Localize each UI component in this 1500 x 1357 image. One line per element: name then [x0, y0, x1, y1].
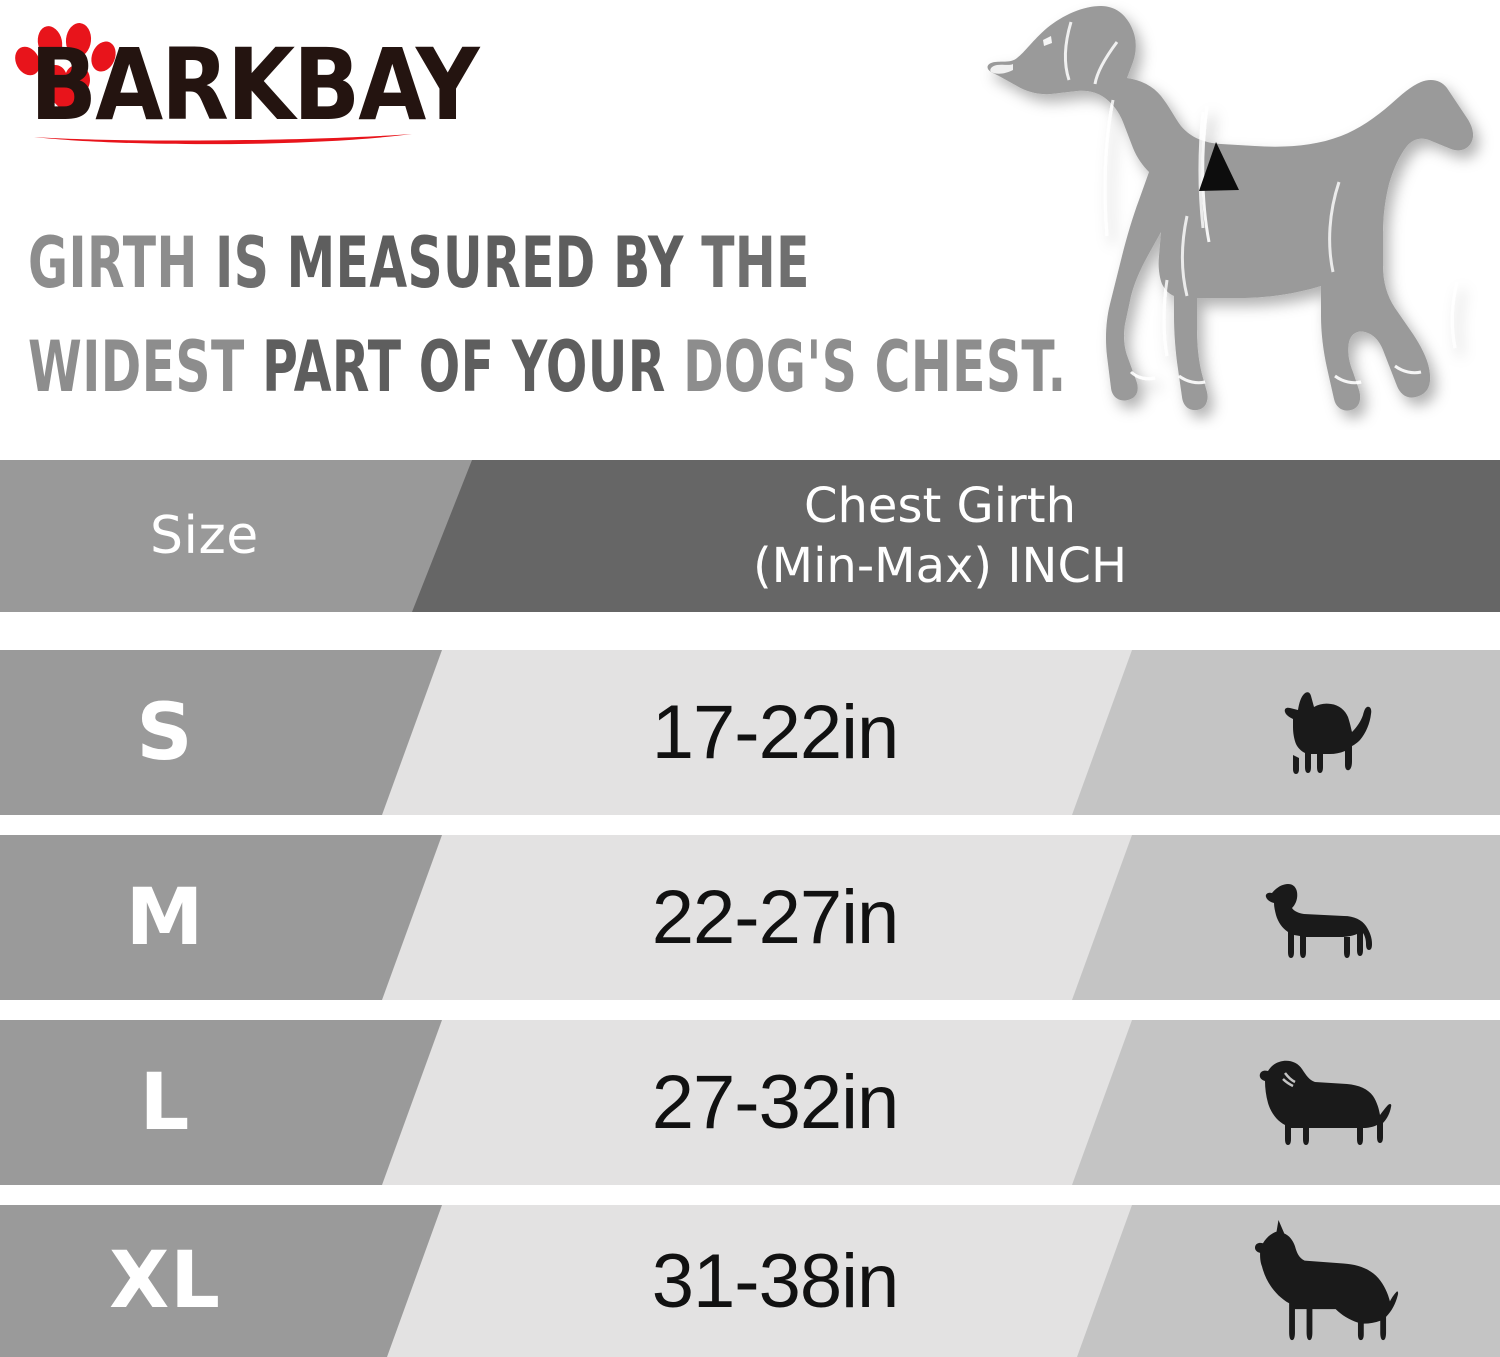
great-dane-silhouette-icon	[1150, 1205, 1500, 1357]
row-girth-panel	[382, 650, 1142, 815]
column-header-size: Size	[150, 506, 259, 566]
headline-word: THE	[701, 222, 810, 305]
size-label: XL	[109, 1236, 221, 1326]
girth-value: 27-32in	[651, 1060, 900, 1145]
headline-word: YOUR	[511, 326, 666, 409]
headline-line-2: WIDEST PART OF YOUR DOG'S CHEST.	[28, 308, 1066, 429]
chest-girth-marker	[1199, 142, 1239, 191]
paw-heart-pad-icon	[42, 65, 90, 113]
row-size-panel	[0, 1205, 450, 1357]
size-label: L	[139, 1057, 191, 1148]
chihuahua-silhouette-icon	[1150, 650, 1500, 815]
headline-text: GIRTH IS MEASURED BY THE WIDEST PART OF …	[28, 212, 1088, 420]
row-girth-panel	[382, 835, 1142, 1000]
headline-word: IS	[215, 222, 270, 305]
row-girth-panel	[387, 1205, 1147, 1357]
headline-word: DOG'S	[683, 326, 858, 409]
column-header-girth: Chest Girth (Min-Max) INCH	[560, 460, 1320, 612]
table-header-row: Size Chest Girth (Min-Max) INCH	[0, 460, 1500, 612]
column-header-girth-line2: (Min-Max) INCH	[752, 538, 1128, 594]
brand-wordmark: BARKBAY	[30, 27, 480, 143]
logo-swoosh-underline	[34, 134, 412, 145]
headline-word: PART	[262, 326, 402, 409]
brand-logo: BARKBAY	[8, 8, 480, 148]
headline-word: MEASURED	[286, 222, 596, 305]
header-area: BARKBAY GIRTH IS MEASURED BY THE WIDEST …	[0, 0, 1500, 455]
table-row: L 27-32in	[0, 1020, 1500, 1185]
headline-word: BY	[613, 222, 684, 305]
table-row: S 17-22in	[0, 650, 1500, 815]
headline-word: WIDEST	[28, 326, 245, 409]
headline-line-1: GIRTH IS MEASURED BY THE	[28, 204, 876, 325]
dog-measurement-diagram	[955, 0, 1500, 430]
mastiff-silhouette-icon	[1150, 1020, 1500, 1185]
row-size-panel	[0, 835, 450, 1000]
row-size-panel	[0, 650, 450, 815]
dachshund-silhouette-icon	[1150, 835, 1500, 1000]
size-label: S	[136, 687, 194, 778]
headline-word: OF	[418, 326, 495, 409]
header-girth-panel	[412, 460, 1500, 612]
headline-word: GIRTH	[28, 222, 198, 305]
size-label: M	[125, 872, 205, 963]
row-girth-panel	[382, 1020, 1142, 1185]
row-dog-panel	[1072, 650, 1500, 815]
size-chart-table: Size Chest Girth (Min-Max) INCH S 17-22i…	[0, 455, 1500, 1357]
girth-value: 22-27in	[651, 875, 900, 960]
table-row: XL 31-38in	[0, 1205, 1500, 1357]
headline-word: CHEST.	[874, 326, 1067, 409]
header-size-panel	[0, 460, 480, 612]
girth-value: 31-38in	[651, 1238, 900, 1324]
girth-value: 17-22in	[651, 690, 900, 775]
column-header-girth-line1: Chest Girth	[803, 478, 1077, 534]
row-size-panel	[0, 1020, 450, 1185]
paw-print-icon	[10, 10, 120, 113]
table-row: M 22-27in	[0, 835, 1500, 1000]
